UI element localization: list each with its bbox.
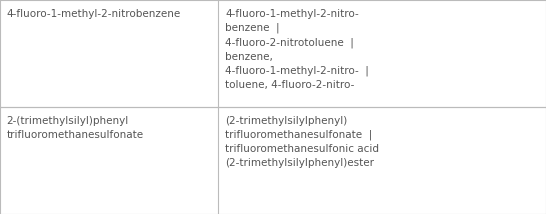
Text: 4-fluoro-1-methyl-2-nitrobenzene: 4-fluoro-1-methyl-2-nitrobenzene	[7, 9, 181, 19]
Text: (2-trimethylsilylphenyl)
trifluoromethanesulfonate  |
trifluoromethanesulfonic a: (2-trimethylsilylphenyl) trifluoromethan…	[225, 116, 379, 168]
Text: 4-fluoro-1-methyl-2-nitro-
benzene  |
4-fluoro-2-nitrotoluene  |
benzene,
4-fluo: 4-fluoro-1-methyl-2-nitro- benzene | 4-f…	[225, 9, 369, 90]
Bar	[0, 0, 546, 107]
Text: 2-(trimethylsilyl)phenyl
trifluoromethanesulfonate: 2-(trimethylsilyl)phenyl trifluoromethan…	[7, 116, 144, 140]
Bar	[0, 107, 546, 214]
